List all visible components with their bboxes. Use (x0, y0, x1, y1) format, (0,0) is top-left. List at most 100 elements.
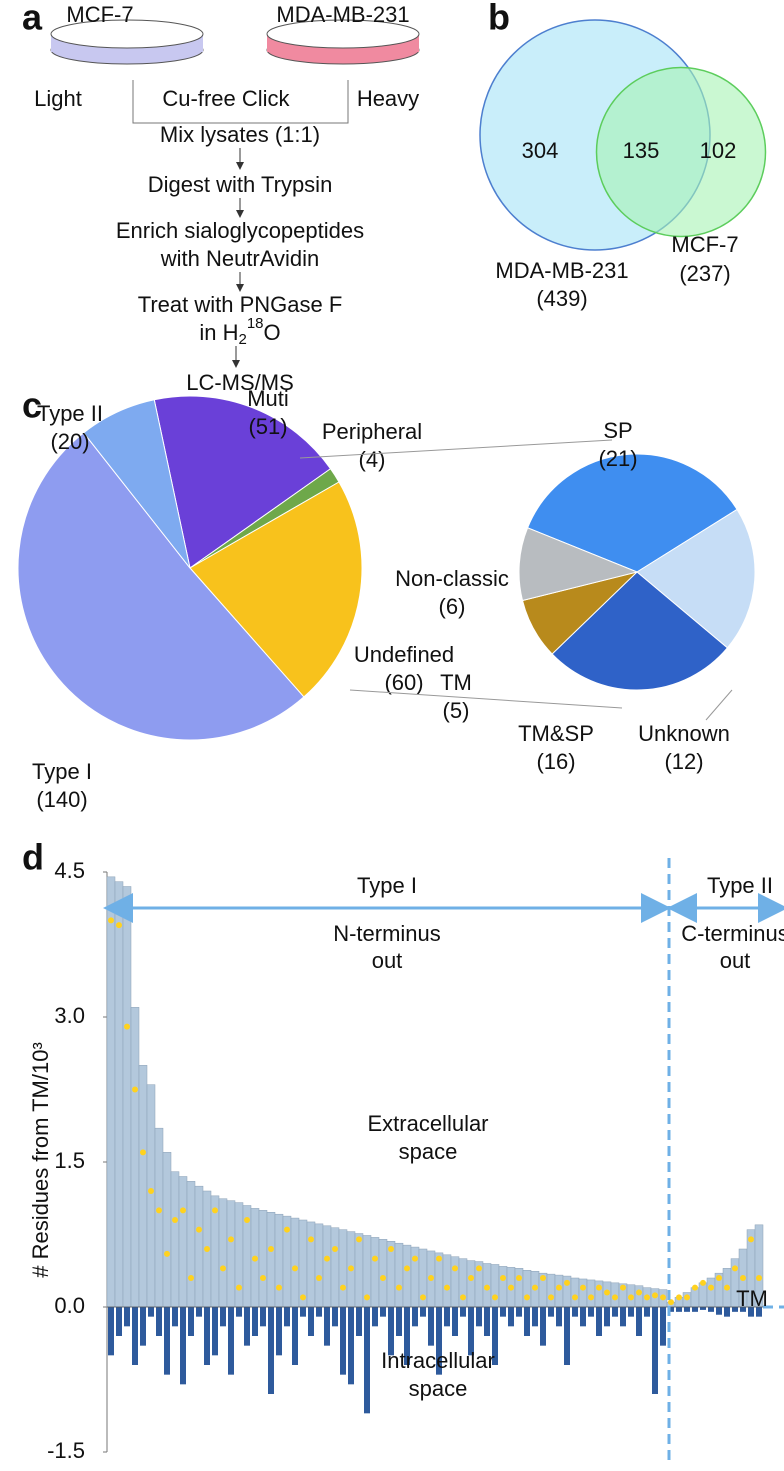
intracellular-bar (740, 1307, 746, 1312)
site-dot (292, 1265, 298, 1272)
extracellular-bar (290, 1217, 300, 1308)
intracellular-bar (636, 1307, 642, 1336)
site-dot (484, 1284, 490, 1291)
extracellular-bar (194, 1185, 204, 1308)
annotation: Intracellular (381, 1348, 495, 1373)
extracellular-bar (546, 1273, 556, 1308)
site-dot (748, 1236, 754, 1243)
intracellular-bar (452, 1307, 458, 1336)
intracellular-bar (388, 1307, 394, 1356)
slice-label: Undefined (354, 642, 454, 667)
site-dot (676, 1294, 682, 1301)
connector (299, 439, 613, 459)
site-dot (532, 1284, 538, 1291)
site-dot (356, 1236, 362, 1243)
intracellular-bar (476, 1307, 482, 1327)
annotation: space (409, 1376, 468, 1401)
site-dot (732, 1265, 738, 1272)
intracellular-bar (660, 1307, 666, 1346)
site-dot (196, 1226, 202, 1233)
y-tick-label: 4.5 (54, 858, 85, 883)
extracellular-bar (354, 1233, 364, 1308)
intracellular-bar (228, 1307, 234, 1375)
intracellular-bar (140, 1307, 146, 1346)
extracellular-bar (162, 1152, 172, 1308)
extracellular-bar (298, 1219, 308, 1308)
step: Mix lysates (1:1) (160, 122, 320, 147)
site-dot (236, 1284, 242, 1291)
slice-value: (21) (598, 446, 637, 471)
intracellular-bar (316, 1307, 322, 1317)
extracellular-bar (706, 1277, 716, 1308)
site-dot (276, 1284, 282, 1291)
step-text: O (264, 320, 281, 345)
extracellular-bar (314, 1223, 324, 1308)
intracellular-bar (460, 1307, 466, 1317)
site-dot (436, 1255, 442, 1262)
intracellular-bar (676, 1307, 682, 1312)
extracellular-bar (490, 1264, 500, 1308)
site-dot (108, 917, 114, 924)
intracellular-bar (412, 1307, 418, 1327)
connector (349, 689, 623, 709)
slice-value: (16) (536, 749, 575, 774)
intracellular-bar (540, 1307, 546, 1346)
site-dot (188, 1275, 194, 1281)
slice-value: (51) (248, 414, 287, 439)
region-label: Type I (357, 873, 417, 898)
intracellular-bar (604, 1307, 610, 1327)
intracellular-bar (612, 1307, 618, 1317)
intracellular-bar (436, 1307, 442, 1375)
site-dot (540, 1275, 546, 1281)
intracellular-bar (652, 1307, 658, 1394)
step: with NeutrAvidin (160, 246, 320, 271)
intracellular-bar (492, 1307, 498, 1365)
pie-slice (518, 527, 639, 602)
intracellular-bar (420, 1307, 426, 1317)
extracellular-bar (106, 876, 116, 1308)
extracellular-bar (114, 881, 124, 1308)
y-tick-label: 3.0 (54, 1003, 85, 1028)
intracellular-bar (396, 1307, 402, 1336)
site-dot (132, 1086, 138, 1093)
venn-set (595, 66, 767, 238)
intracellular-bar (428, 1307, 434, 1346)
charts: b 304 135 102 MDA-MB-231 (439) MCF-7 (237) c Muti… (17, 0, 784, 1466)
site-dot (364, 1294, 370, 1301)
pie-slice (82, 399, 191, 569)
site-dot (324, 1255, 330, 1262)
slice-value: (20) (50, 429, 89, 454)
intracellular-bar (556, 1307, 562, 1327)
venn-count: 135 (623, 138, 660, 163)
site-dot (148, 1188, 154, 1194)
intracellular-bar (116, 1307, 122, 1336)
intracellular-bar (220, 1307, 226, 1327)
intracellular-bar (292, 1307, 298, 1365)
dish (50, 19, 204, 49)
slice-label: Unknown (638, 721, 730, 746)
intracellular-bar (132, 1307, 138, 1365)
site-dot (604, 1289, 610, 1296)
intracellular-bar (244, 1307, 250, 1346)
site-dot (116, 922, 122, 929)
site-dot (428, 1275, 434, 1281)
site-dot (316, 1275, 322, 1281)
site-dot (468, 1275, 474, 1281)
venn-count: 102 (700, 138, 737, 163)
slice-value: (60) (384, 670, 423, 695)
panel-label: d (22, 837, 44, 878)
site-dot (204, 1246, 210, 1252)
intracellular-bar (580, 1307, 586, 1327)
intracellular-bar (548, 1307, 554, 1317)
extracellular-bar (514, 1268, 524, 1308)
intracellular-bar (484, 1307, 490, 1336)
y-tick-label: -1.5 (47, 1438, 85, 1463)
intracellular-bar (236, 1307, 242, 1317)
intracellular-bar (260, 1307, 266, 1327)
intracellular-bar (364, 1307, 370, 1414)
site-dot (308, 1236, 314, 1243)
intracellular-bar (628, 1307, 634, 1317)
region-note: out (720, 948, 751, 973)
pie-slice (17, 432, 305, 741)
dish-name: MDA-MB-231 (276, 2, 409, 27)
